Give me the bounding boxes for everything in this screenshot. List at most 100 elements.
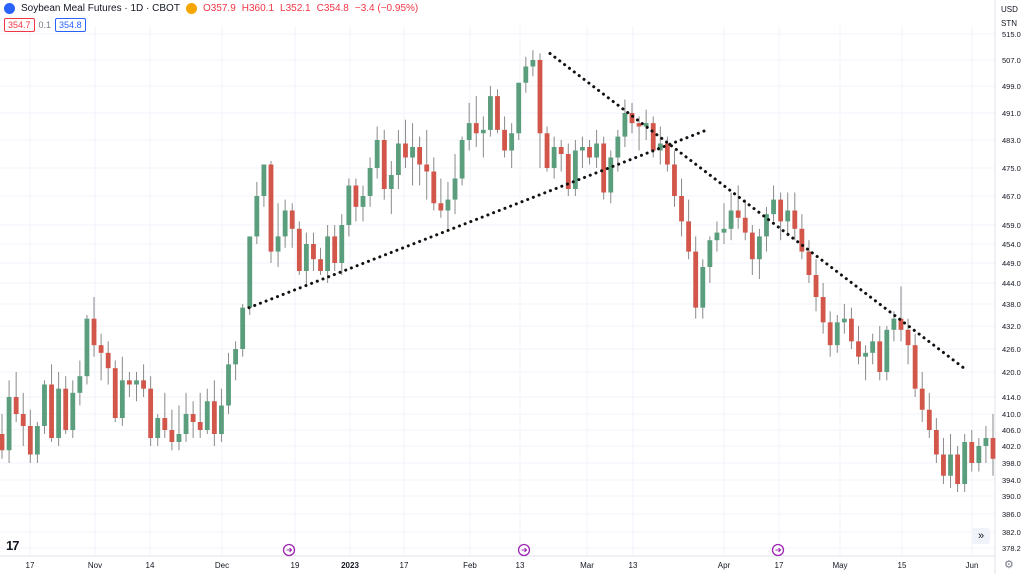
candle-up — [34, 426, 40, 455]
candle-up — [721, 228, 727, 233]
y-tick-label: 475.0 — [1002, 164, 1021, 173]
candle-down — [381, 140, 387, 189]
candle-up — [134, 380, 139, 385]
candle-up — [459, 140, 465, 179]
y-tick-label: 515.0 — [1002, 30, 1021, 39]
candle-down — [197, 422, 203, 430]
symbol-title[interactable]: Soybean Meal Futures · 1D · CBOT — [21, 3, 180, 14]
candle-down — [127, 380, 132, 385]
unit-label[interactable]: STN — [1001, 19, 1017, 28]
candle-up — [983, 438, 989, 446]
candle-down — [877, 341, 883, 372]
candle-down — [735, 210, 741, 218]
candle-up — [572, 150, 578, 189]
candle-up — [615, 136, 621, 158]
sell-price-button[interactable]: 354.7 — [4, 18, 35, 32]
x-tick-label: Apr — [718, 561, 731, 570]
y-tick-label: 449.0 — [1002, 259, 1021, 268]
y-tick-label: 402.0 — [1002, 442, 1021, 451]
candle-up — [176, 434, 182, 442]
y-tick-label: 426.0 — [1002, 345, 1021, 354]
candle-down — [672, 164, 677, 196]
candle-down — [431, 171, 437, 204]
candle-down — [473, 123, 479, 134]
candle-down — [636, 123, 642, 127]
y-tick-label: 507.0 — [1002, 56, 1021, 65]
quote-panel: 354.7 0.1 354.8 — [4, 18, 86, 32]
candle-down — [296, 228, 302, 271]
x-tick-label: Mar — [580, 561, 594, 570]
candle-up — [240, 307, 246, 349]
candle-down — [148, 388, 154, 438]
y-tick-label: 438.0 — [1002, 300, 1021, 309]
candle-up — [891, 318, 897, 330]
candle-up — [452, 178, 458, 200]
candle-up — [764, 214, 769, 237]
candle-down — [664, 143, 670, 165]
candle-up — [261, 164, 267, 196]
candle-up — [884, 329, 890, 372]
candle-up — [233, 349, 238, 365]
falling-trendline — [548, 52, 966, 370]
candle-down — [495, 96, 500, 130]
candle-down — [749, 232, 755, 260]
candle-down — [693, 251, 699, 308]
spread-value: 0.1 — [38, 20, 52, 30]
candle-down — [417, 147, 423, 165]
currency-label[interactable]: USD — [1001, 5, 1018, 14]
candle-up — [466, 123, 472, 140]
candle-up — [530, 60, 536, 67]
y-tick-label: 394.0 — [1002, 476, 1021, 485]
candle-up — [367, 168, 373, 196]
y-tick-label: 499.0 — [1002, 82, 1021, 91]
candle-up — [714, 232, 720, 241]
candle-down — [49, 384, 54, 438]
candle-up — [580, 147, 585, 151]
y-tick-label: 414.0 — [1002, 393, 1021, 402]
y-tick-label: 386.0 — [1002, 510, 1021, 519]
candle-up — [707, 240, 713, 267]
y-tick-label: 406.0 — [1002, 426, 1021, 435]
x-tick-label: 19 — [291, 561, 300, 570]
x-tick-label: Jun — [966, 561, 979, 570]
candle-down — [537, 60, 543, 134]
symbol-header: Soybean Meal Futures · 1D · CBOT O357.9 … — [4, 3, 418, 14]
candle-up — [976, 446, 982, 463]
candle-down — [105, 352, 111, 369]
candle-down — [190, 414, 196, 422]
tradingview-logo[interactable]: 17 — [6, 538, 20, 553]
candle-down — [679, 196, 684, 222]
candle-down — [318, 259, 323, 271]
candle-down — [792, 210, 798, 229]
candle-down — [13, 397, 19, 414]
candle-up — [771, 199, 776, 215]
event-arrow-icon — [775, 547, 782, 553]
candle-up — [395, 143, 401, 175]
buy-price-button[interactable]: 354.8 — [55, 18, 86, 32]
candle-down — [926, 409, 932, 430]
market-status-icon[interactable] — [185, 3, 197, 14]
candle-up — [254, 196, 260, 237]
scroll-to-latest-button[interactable]: » — [972, 528, 990, 544]
candle-up — [56, 388, 62, 438]
candle-down — [169, 430, 175, 442]
candle-down — [565, 154, 571, 189]
candle-down — [98, 345, 104, 353]
candle-up — [480, 129, 486, 134]
candle-up — [6, 397, 12, 451]
gear-icon[interactable]: ⚙ — [1004, 559, 1014, 571]
candle-up — [516, 82, 522, 134]
candle-down — [742, 217, 748, 233]
candle-down — [955, 454, 961, 484]
x-tick-label: 15 — [898, 561, 907, 570]
candle-up — [757, 236, 762, 260]
candle-up — [70, 392, 76, 430]
candle-down — [353, 185, 359, 207]
candle-down — [587, 147, 592, 158]
candle-down — [268, 164, 274, 252]
y-tick-label: 459.0 — [1002, 221, 1021, 230]
y-tick-label: 420.0 — [1002, 368, 1021, 377]
candle-down — [827, 322, 833, 346]
candle-down — [63, 388, 69, 430]
